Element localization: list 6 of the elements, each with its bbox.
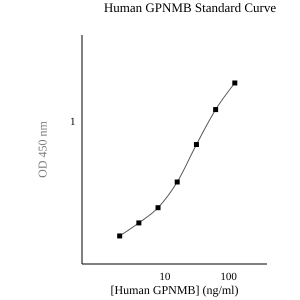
chart-title: Human GPNMB Standard Curve bbox=[102, 0, 278, 16]
x-tick-label: 10 bbox=[159, 270, 171, 283]
x-axis-title: [Human GPNMB] (ng/ml) bbox=[110, 283, 240, 298]
text: 1 bbox=[70, 116, 76, 128]
y-axis-title: OD 450 nm bbox=[35, 120, 50, 178]
x-tick-label: 100 bbox=[220, 270, 238, 283]
